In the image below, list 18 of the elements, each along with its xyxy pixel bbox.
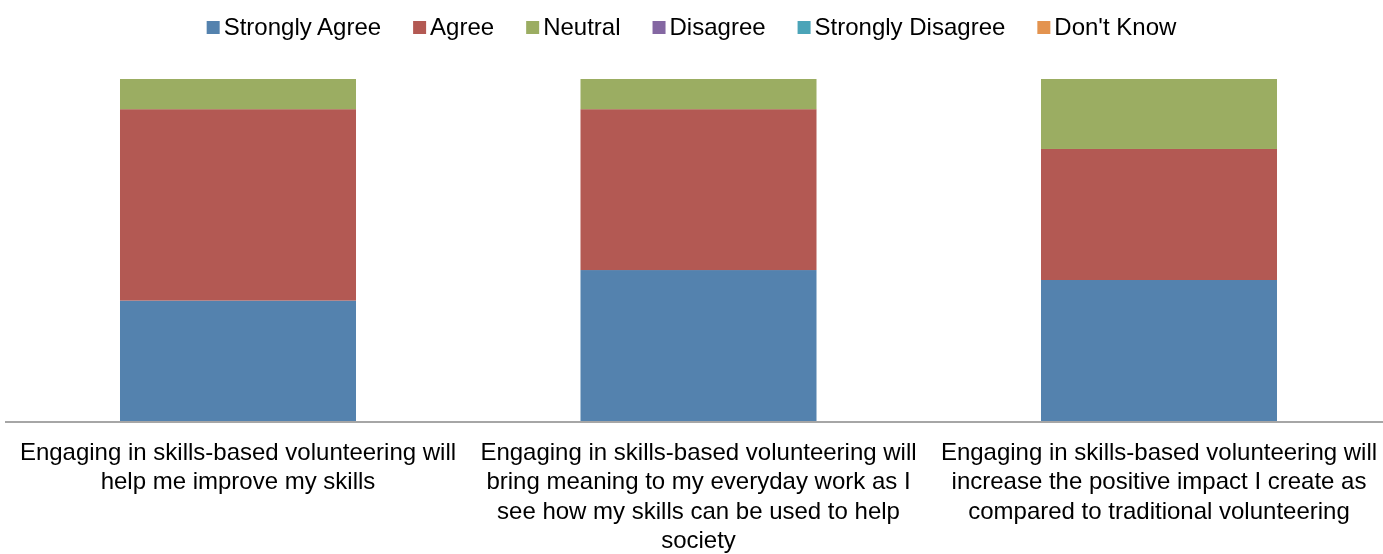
bar (580, 270, 817, 422)
x-tick-label: Engaging in skills-based volunteering will bring meaning to my everyday work as I see how my skills can be used to help society (480, 438, 917, 553)
legend-label: Neutral (543, 13, 621, 40)
bar (580, 109, 817, 271)
bar (580, 79, 817, 110)
bar (120, 109, 356, 301)
x-tick-label: Engaging in skills-based volunteering will increase the positive impact I create as compared to traditional volunteering (940, 438, 1378, 524)
legend-label: Don't Know (1054, 13, 1177, 40)
x-tick-label: Engaging in skills-based volunteering will help me improve my skills (19, 438, 457, 495)
bar (1041, 79, 1278, 149)
legend-label: Strongly Agree (223, 13, 382, 40)
bar (1041, 148, 1278, 280)
legend-label: Disagree (669, 13, 766, 40)
bar (120, 79, 356, 110)
legend-label: Strongly Disagree (814, 13, 1006, 40)
bar (1041, 280, 1278, 422)
bar (120, 300, 356, 422)
legend-label: Agree (430, 13, 495, 40)
